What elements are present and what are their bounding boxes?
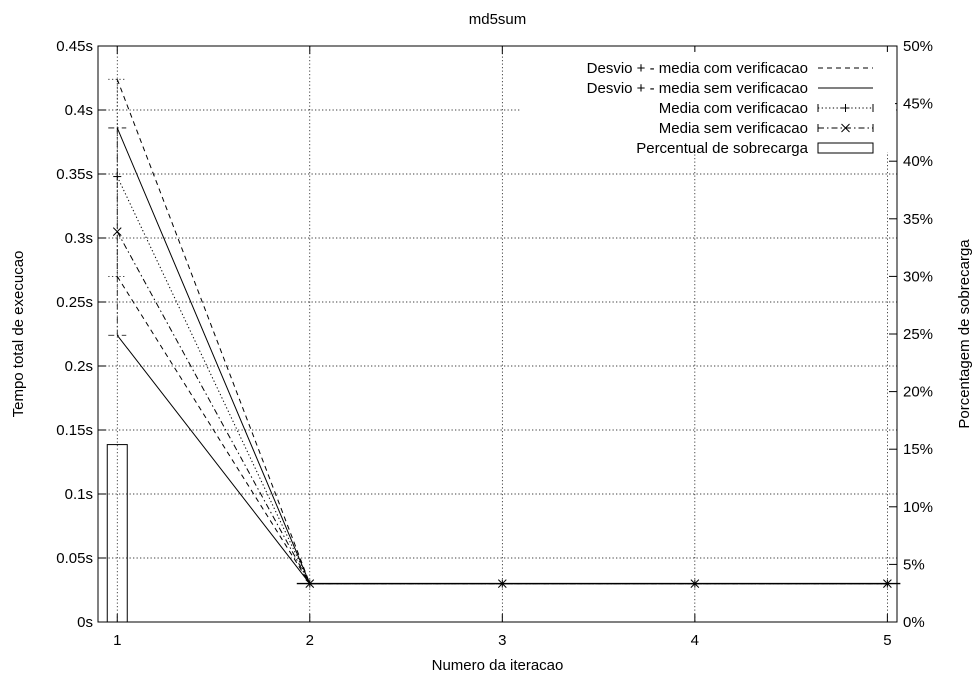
y2-axis-title: Porcentagem de sobrecarga xyxy=(956,239,973,429)
y2-tick-label: 20% xyxy=(903,384,933,401)
y-tick-label: 0s xyxy=(77,614,93,631)
axes-ticks: 0s 0.05s 0.1s 0.15s 0.2s 0.25s 0.3s 0.35s 0.4s 0.… xyxy=(56,38,933,649)
y2-tick-label: 15% xyxy=(903,441,933,458)
grid xyxy=(98,46,897,622)
y-tick-label: 0.35s xyxy=(56,166,93,183)
deviation-lower-line xyxy=(116,276,888,585)
y-axis-title: Tempo total de execucao xyxy=(10,251,27,418)
y2-tick-label: 5% xyxy=(903,556,925,573)
y2-tick-label: 0% xyxy=(903,614,925,631)
chart-title: md5sum xyxy=(469,11,527,28)
legend-label: Percentual de sobrecarga xyxy=(636,140,808,157)
y-tick-label: 0.05s xyxy=(56,550,93,567)
legend-label: Media com verificacao xyxy=(659,100,808,117)
x-tick-label: 1 xyxy=(113,632,121,649)
x-axis-title: Numero da iteracao xyxy=(432,657,564,674)
y-tick-label: 0.25s xyxy=(56,294,93,311)
legend-label: Desvio + - media sem verificacao xyxy=(587,80,808,97)
error-bars xyxy=(108,78,901,585)
series-2 xyxy=(113,172,892,588)
legend-background xyxy=(520,52,895,152)
y2-tick-label: 40% xyxy=(903,153,933,170)
y-tick-label: 0.45s xyxy=(56,38,93,55)
y2-tick-label: 50% xyxy=(903,38,933,55)
y-tick-label: 0.1s xyxy=(65,486,93,503)
x-tick-label: 3 xyxy=(498,632,506,649)
series-layer xyxy=(106,78,901,623)
x-tick-label: 4 xyxy=(691,632,699,649)
y-tick-label: 0.15s xyxy=(56,422,93,439)
x-tick-label: 2 xyxy=(306,632,314,649)
y2-tick-label: 30% xyxy=(903,268,933,285)
x-tick-label: 5 xyxy=(883,632,891,649)
y2-tick-label: 45% xyxy=(903,96,933,113)
legend-marker xyxy=(841,123,850,133)
y2-tick-label: 35% xyxy=(903,211,933,228)
y-tick-label: 0.4s xyxy=(65,102,93,119)
legend-label: Desvio + - media com verificacao xyxy=(587,60,808,77)
y2-tick-label: 10% xyxy=(903,499,933,516)
y-tick-label: 0.2s xyxy=(65,358,93,375)
legend-swatch xyxy=(817,142,874,154)
legend-label: Media sem verificacao xyxy=(659,120,808,137)
legend: Desvio + - media com verificacao Desvio +… xyxy=(520,52,895,157)
y2-tick-label: 25% xyxy=(903,326,933,343)
y-tick-label: 0.3s xyxy=(65,230,93,247)
